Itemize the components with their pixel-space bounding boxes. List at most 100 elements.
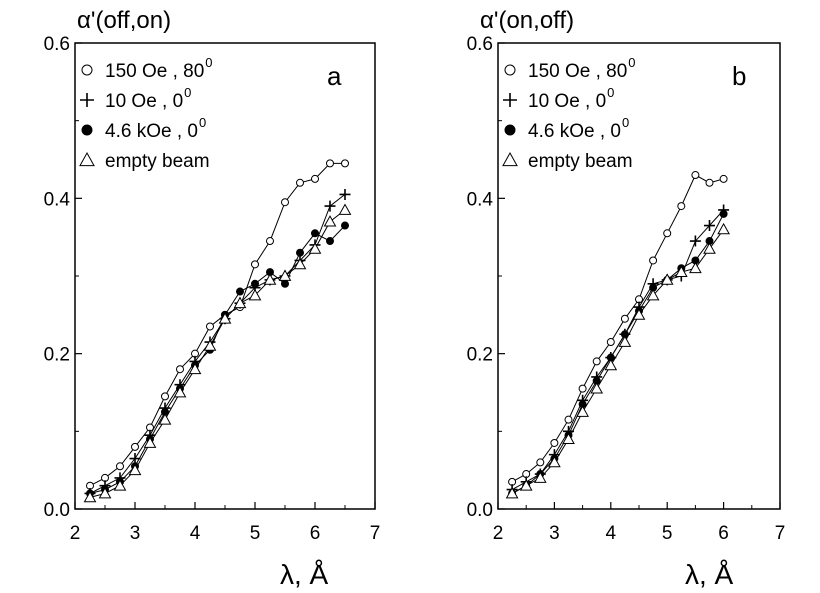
- data-point-filled-circle: [236, 287, 244, 296]
- data-point-open-triangle: [158, 413, 172, 425]
- legend-superscript: 0: [607, 85, 614, 100]
- legend-superscript: 0: [622, 115, 629, 130]
- data-point-filled-circle: [296, 248, 304, 257]
- series-line-4: [511, 229, 725, 494]
- legend-entry: 4.6 kOe , 0: [105, 121, 198, 142]
- data-point-filled-circle: [281, 279, 289, 288]
- data-point-filled-circle: [341, 221, 349, 230]
- x-tick-label: 5: [662, 523, 673, 544]
- legend-entry: 150 Oe , 80: [105, 61, 204, 82]
- y-tick-label: 0.4: [44, 189, 71, 210]
- data-point-open-circle: [176, 365, 184, 374]
- data-point-plus: [704, 220, 715, 232]
- data-point-open-circle: [251, 260, 259, 269]
- data-point-open-triangle: [604, 358, 618, 371]
- data-point-open-circle: [341, 159, 349, 168]
- data-point-filled-circle: [311, 229, 319, 238]
- data-point-open-triangle: [505, 486, 519, 499]
- legend-entry: 10 Oe , 0: [528, 91, 606, 112]
- legend-superscript: 0: [184, 85, 191, 100]
- legend-superscript: 0: [199, 115, 206, 130]
- data-point-open-triangle: [263, 273, 277, 285]
- y-tick-label: 0.6: [44, 34, 70, 55]
- data-point-open-circle: [677, 202, 686, 211]
- data-point-open-circle: [663, 229, 672, 238]
- legend-marker-plus: [80, 93, 94, 107]
- data-point-open-triangle: [689, 261, 702, 274]
- data-point-open-circle: [620, 314, 629, 323]
- legend-marker-plus: [503, 93, 517, 107]
- data-point-open-circle: [564, 415, 573, 424]
- legend-entry: 150 Oe , 80: [528, 61, 627, 82]
- y-axis-label: α'(on,off): [480, 7, 574, 34]
- data-point-open-circle: [206, 322, 214, 331]
- panel-a: 2 3 4 5 6 7 0.0 0.2 0.4 0.6 α'(off,on) λ, Å a 150 Oe …: [44, 7, 381, 590]
- data-point-open-circle: [550, 438, 559, 447]
- series-line-2: [89, 194, 346, 494]
- data-point-open-triangle: [173, 385, 187, 398]
- data-point-open-triangle: [323, 215, 337, 227]
- data-point-open-triangle: [233, 296, 247, 309]
- legend-marker-open-triangle: [502, 151, 518, 167]
- x-tick-label: 4: [606, 523, 617, 544]
- plot-frame: [74, 42, 376, 510]
- x-tick-label: 6: [310, 523, 321, 544]
- x-tick-label: 3: [130, 523, 141, 544]
- data-point-plus: [689, 235, 701, 247]
- legend-entry: 10 Oe , 0: [105, 91, 183, 112]
- x-tick-label: 2: [493, 523, 504, 544]
- data-point-open-triangle: [278, 269, 292, 281]
- data-point-open-circle: [266, 237, 274, 246]
- data-point-open-triangle: [618, 335, 632, 347]
- series-line-3: [89, 225, 346, 494]
- data-point-open-triangle: [308, 242, 322, 254]
- legend-entry: empty beam: [528, 151, 633, 172]
- data-point-open-triangle: [98, 486, 112, 499]
- data-point-open-circle: [719, 174, 728, 183]
- legend-marker-open-circle: [81, 64, 93, 76]
- data-point-plus: [339, 188, 351, 200]
- legend-marker-filled-circle: [81, 124, 93, 136]
- data-point-open-circle: [281, 198, 289, 207]
- data-point-open-circle: [649, 256, 658, 265]
- y-tick-label: 0.2: [44, 345, 70, 366]
- data-point-open-circle: [131, 442, 139, 451]
- data-point-open-circle: [705, 178, 714, 187]
- data-point-open-triangle: [703, 242, 716, 254]
- data-point-open-triangle: [248, 288, 262, 301]
- series-line-1: [511, 174, 724, 483]
- data-point-open-circle: [311, 174, 319, 183]
- data-point-open-triangle: [519, 479, 533, 491]
- data-point-open-circle: [691, 171, 700, 180]
- legend-marker-open-circle: [504, 64, 516, 76]
- data-point-open-triangle: [293, 257, 307, 270]
- data-point-filled-circle: [251, 279, 259, 288]
- data-point-open-triangle: [660, 273, 674, 285]
- x-tick-label: 5: [250, 523, 261, 544]
- data-point-open-circle: [326, 159, 334, 168]
- data-point-open-triangle: [548, 455, 561, 468]
- data-point-open-triangle: [218, 312, 232, 324]
- y-tick-label: 0.0: [44, 500, 70, 521]
- data-point-open-circle: [116, 462, 124, 471]
- x-axis-label: λ, Å: [280, 559, 329, 590]
- panel-label: a: [327, 61, 342, 91]
- data-point-open-triangle: [128, 463, 142, 476]
- panel-b: 2 3 4 5 6 7 0.0 0.2 0.4 0.6α'(on,off) λ, Å b 150 Oe …: [467, 7, 786, 590]
- data-point-open-circle: [606, 338, 615, 347]
- data-point-open-circle: [592, 357, 601, 366]
- data-point-open-triangle: [674, 265, 688, 278]
- data-point-plus: [129, 453, 141, 465]
- series-line-1: [89, 162, 345, 487]
- data-point-filled-circle: [719, 209, 728, 218]
- series-line-3: [511, 213, 725, 494]
- x-tick-label: 6: [718, 523, 729, 544]
- x-tick-label: 7: [370, 523, 381, 544]
- data-point-open-triangle: [562, 432, 575, 444]
- data-point-open-triangle: [576, 405, 589, 417]
- data-point-open-triangle: [338, 203, 352, 215]
- legend-marker-filled-circle: [504, 124, 516, 136]
- data-point-open-triangle: [143, 436, 157, 448]
- legend: 150 Oe , 80 010 Oe , 0 04.6 kOe , 0 0empty …: [502, 55, 636, 172]
